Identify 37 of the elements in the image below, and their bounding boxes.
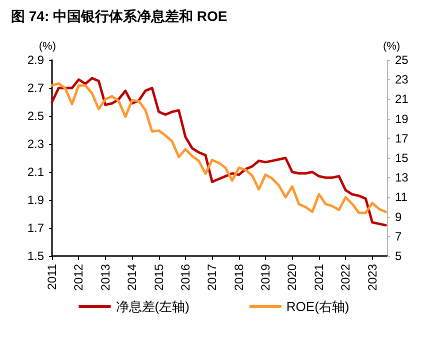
x-tick-label: 2021 <box>312 264 326 291</box>
y2-tick-label: 13 <box>395 170 409 185</box>
x-tick-label: 2015 <box>152 264 166 291</box>
y-tick-label: 2.1 <box>27 165 44 179</box>
x-tick-label: 2018 <box>232 264 246 291</box>
y-axis-title: (%) <box>38 40 56 52</box>
x-tick-label: 2022 <box>338 264 353 291</box>
y2-tick-label: 17 <box>395 131 409 146</box>
y-tick-label: 1.7 <box>27 221 44 235</box>
x-tick-label: 2019 <box>258 264 273 291</box>
y2-tick-label: 11 <box>395 190 408 204</box>
x-tick-label: 2023 <box>365 264 380 291</box>
y2-tick-label: 19 <box>395 112 409 126</box>
x-tick-label: 2020 <box>285 264 300 291</box>
y2-tick-label: 5 <box>395 249 402 263</box>
y2-tick-label: 25 <box>395 53 409 67</box>
y-tick-label: 1.9 <box>27 193 44 207</box>
x-tick-label: 2011 <box>45 264 59 290</box>
x-tick-label: 2017 <box>205 264 220 291</box>
chart-title: 图 74: 中国银行体系净息差和 ROE <box>11 8 228 24</box>
y2-tick-label: 15 <box>395 151 409 165</box>
y2-tick-label: 23 <box>395 72 409 87</box>
y-tick-label: 1.5 <box>27 249 44 263</box>
y2-tick-label: 21 <box>395 92 409 106</box>
y-tick-label: 2.3 <box>27 137 44 151</box>
x-tick-label: 2012 <box>72 264 86 291</box>
x-tick-label: 2016 <box>178 264 192 291</box>
legend-label: ROE(右轴) <box>286 299 350 314</box>
y2-tick-label: 9 <box>395 210 402 224</box>
legend-label: 净息差(左轴) <box>116 299 190 314</box>
y-tick-label: 2.9 <box>27 53 44 67</box>
x-tick-label: 2013 <box>98 264 112 291</box>
x-tick-label: 2014 <box>125 264 140 291</box>
y2-tick-label: 7 <box>395 229 402 244</box>
y-tick-label: 2.5 <box>27 109 44 123</box>
y-tick-label: 2.7 <box>27 81 44 95</box>
y2-axis-title: (%) <box>383 40 400 52</box>
